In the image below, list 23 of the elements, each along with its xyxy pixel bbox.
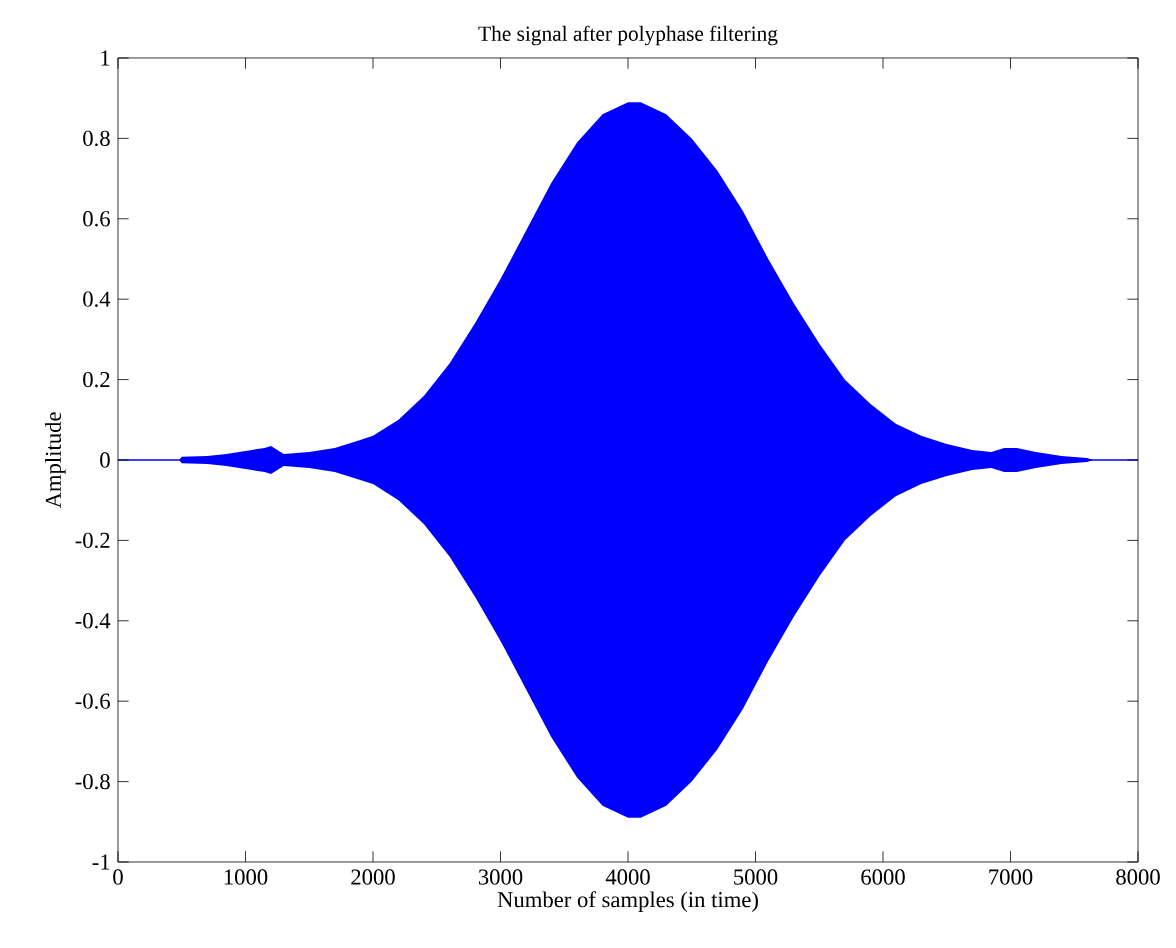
y-tick-label: 0.8 xyxy=(83,130,110,147)
y-tick-label: -0.6 xyxy=(75,693,110,709)
y-tick-label: 0.4 xyxy=(83,291,111,307)
y-tick-label: 0 xyxy=(100,452,110,468)
y-tick-label: -1 xyxy=(92,854,110,870)
x-tick-label: 5000 xyxy=(734,869,778,885)
x-tick-label: 1000 xyxy=(224,869,268,885)
chart-title: The signal after polyphase filtering xyxy=(478,25,778,46)
x-tick-label: 6000 xyxy=(861,869,905,885)
x-tick-label: 2000 xyxy=(351,869,395,885)
y-axis-title: Amplitude xyxy=(45,412,66,509)
x-tick-label: 7000 xyxy=(989,869,1033,885)
x-tick-label: 3000 xyxy=(478,869,523,885)
y-tick-label: -0.2 xyxy=(75,532,110,549)
x-tick-label: 0 xyxy=(113,869,123,885)
y-tick-label: 0.2 xyxy=(83,371,110,388)
y-tick-label: 1 xyxy=(101,50,110,66)
y-tick-label: -0.8 xyxy=(75,773,110,790)
x-axis-title: Number of samples (in time) xyxy=(497,891,758,912)
y-tick-label: -0.4 xyxy=(75,613,111,629)
x-tick-label: 8000 xyxy=(1116,869,1160,885)
y-tick-label: 0.6 xyxy=(83,211,110,227)
x-tick-label: 4000 xyxy=(605,869,650,885)
